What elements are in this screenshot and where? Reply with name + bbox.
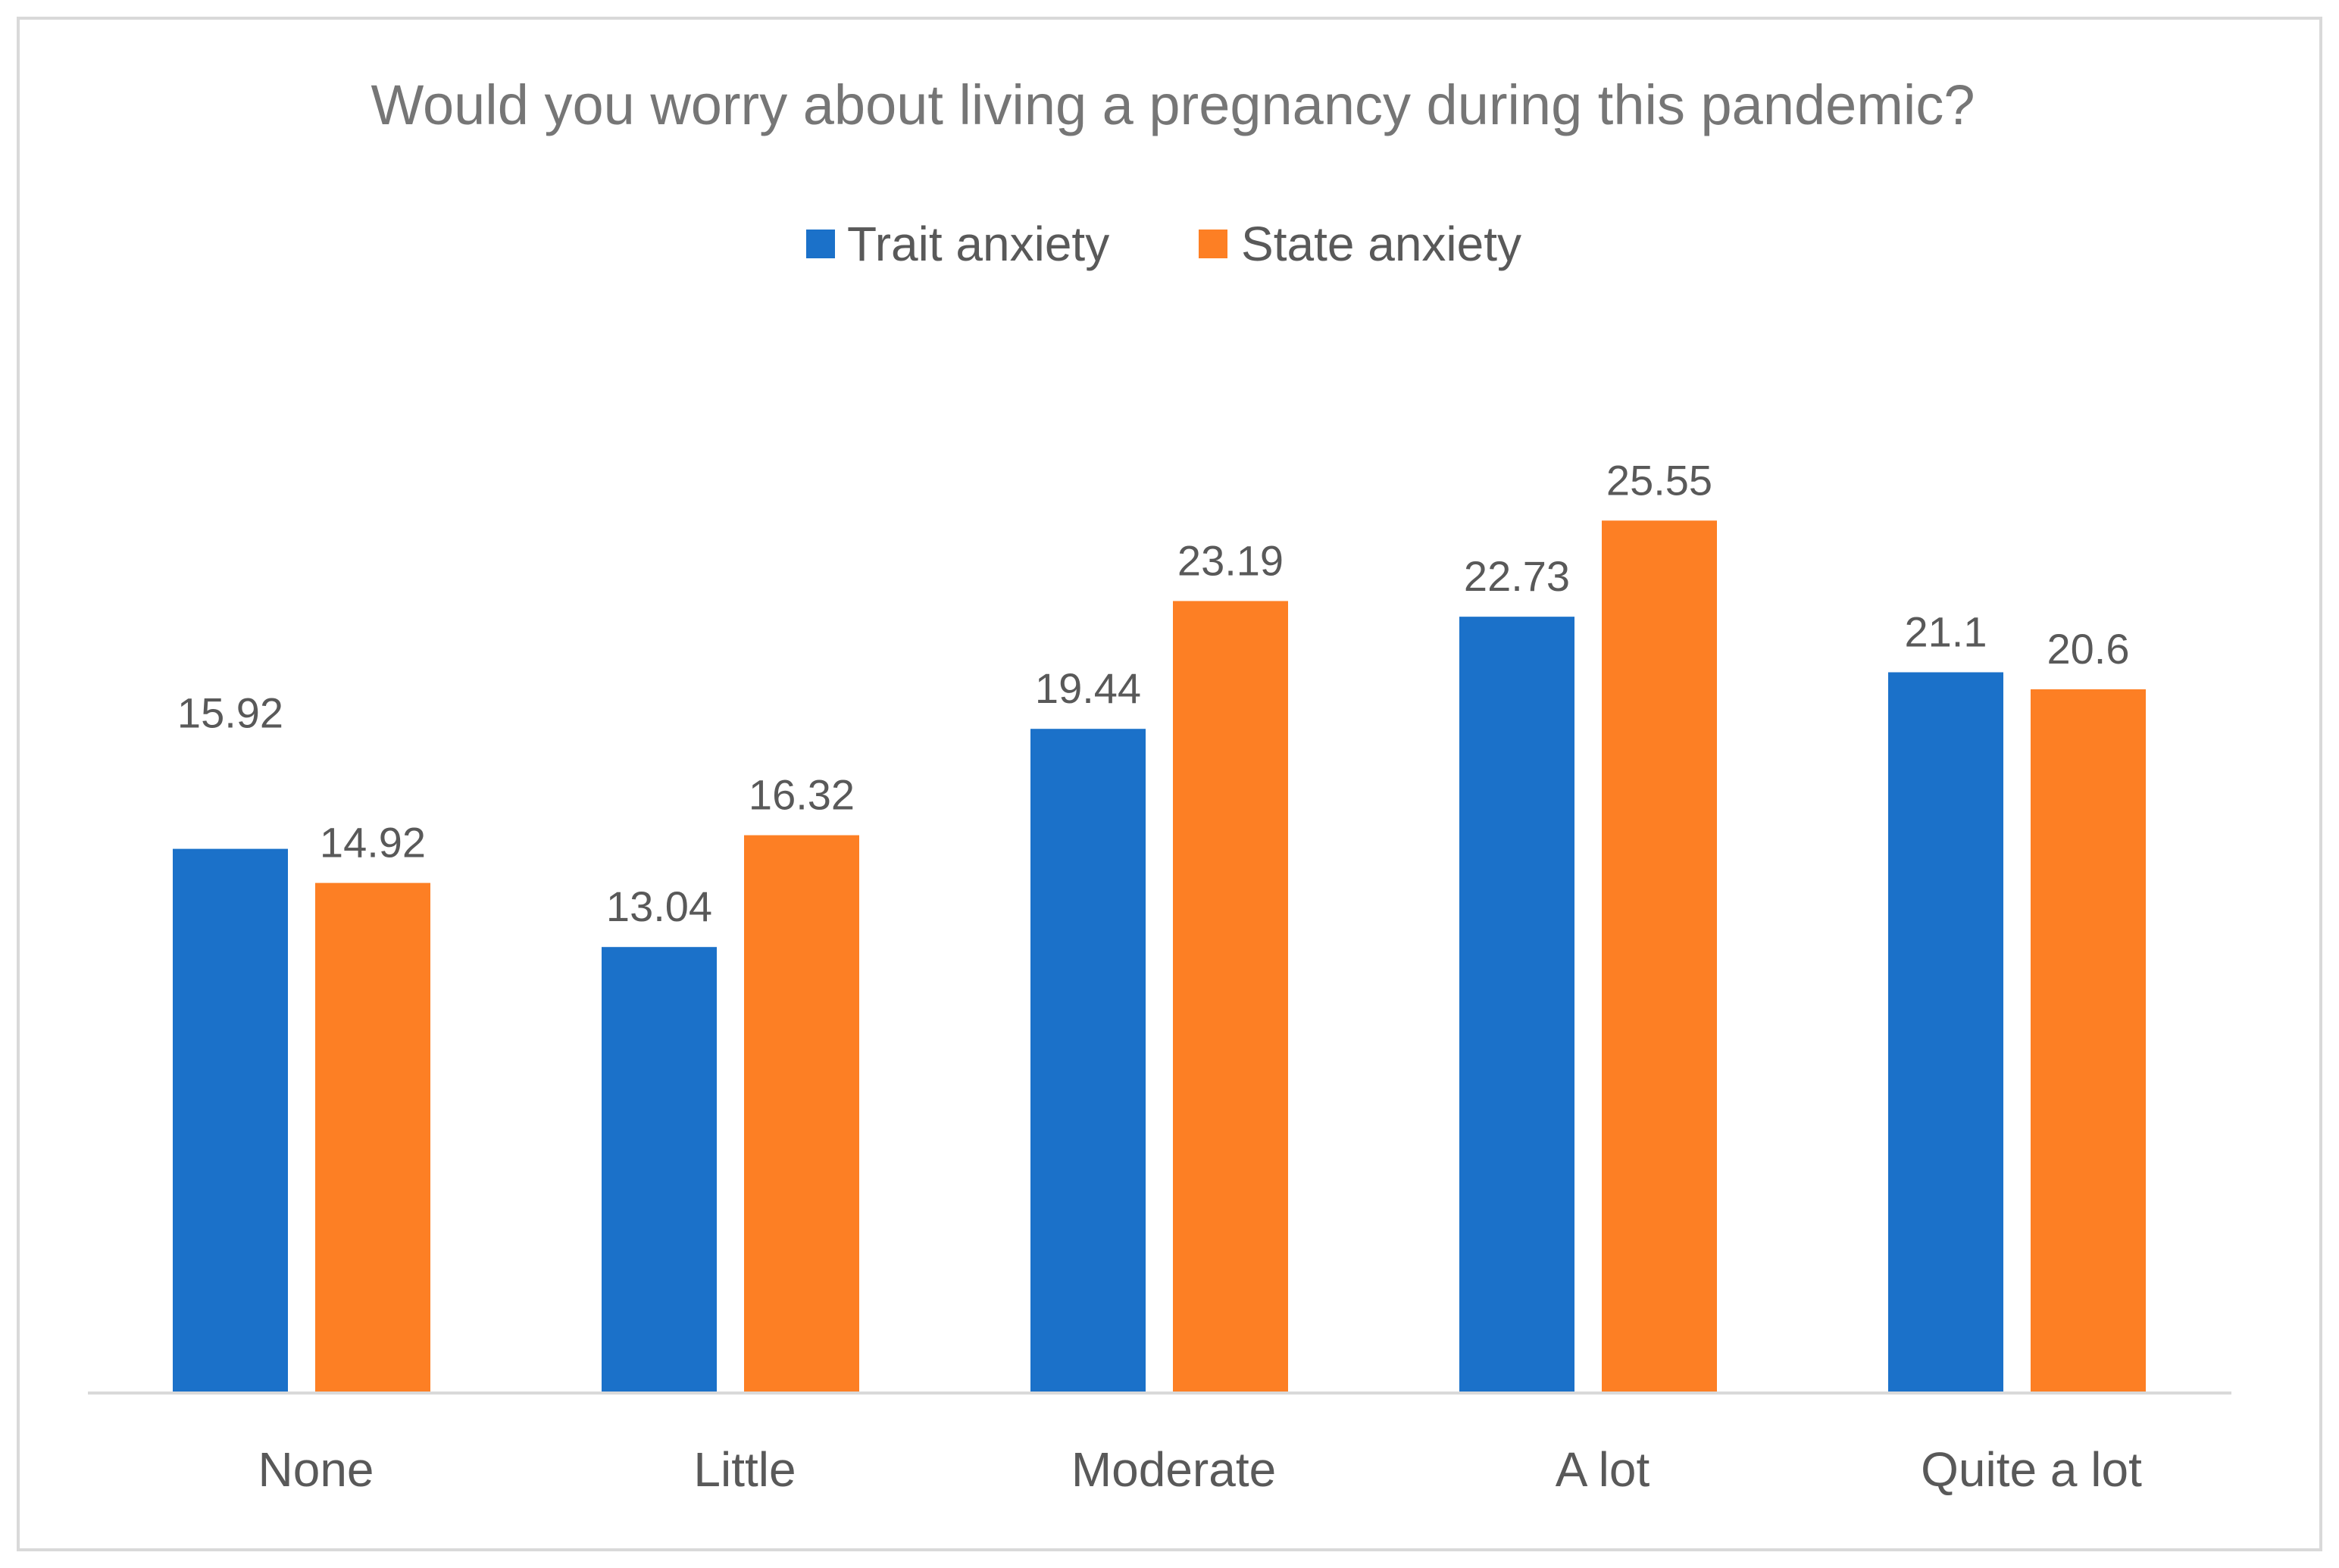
data-label-trait-anxiety-none: 15.92: [177, 689, 283, 737]
bar-trait-anxiety-a-lot: [1459, 617, 1574, 1392]
x-tick-labels: None Little Moderate A lot Quite a lot: [258, 1442, 2143, 1497]
bar-state-anxiety-quite-a-lot: [2031, 689, 2146, 1392]
data-label-state-anxiety-moderate: 23.19: [1177, 536, 1284, 584]
bar-trait-anxiety-little: [602, 947, 717, 1392]
data-label-trait-anxiety-quite-a-lot: 21.1: [1905, 608, 1987, 656]
x-tick-label-none: None: [258, 1442, 374, 1497]
data-label-state-anxiety-a-lot: 25.55: [1606, 456, 1712, 504]
data-label-state-anxiety-little: 16.32: [749, 771, 855, 819]
bar-state-anxiety-little: [744, 835, 859, 1392]
bar-state-anxiety-none: [315, 882, 430, 1392]
bar-trait-anxiety-none: [173, 848, 288, 1392]
data-label-state-anxiety-quite-a-lot: 20.6: [2047, 625, 2130, 673]
bar-trait-anxiety-moderate: [1030, 729, 1146, 1392]
bar-trait-anxiety-quite-a-lot: [1888, 672, 2003, 1392]
legend-label-trait-anxiety: Trait anxiety: [847, 217, 1109, 271]
x-tick-label-moderate: Moderate: [1071, 1442, 1276, 1497]
bar-chart: Would you worry about living a pregnancy…: [88, 73, 2231, 1497]
data-label-trait-anxiety-moderate: 19.44: [1035, 664, 1141, 712]
x-tick-label-quite-a-lot: Quite a lot: [1921, 1442, 2142, 1497]
x-tick-label-little: Little: [693, 1442, 796, 1497]
legend-swatch-trait-anxiety: [806, 230, 835, 258]
bar-state-anxiety-a-lot: [1602, 520, 1717, 1392]
plot-area: 15.92 14.92 13.04 16.32 19.44 23.19 22.73 25.55…: [88, 456, 2231, 1497]
data-label-trait-anxiety-a-lot: 22.73: [1464, 552, 1570, 600]
chart-frame: Would you worry about living a pregnancy…: [17, 17, 2322, 1551]
chart-title: Would you worry about living a pregnancy…: [371, 73, 1975, 136]
bars: [173, 520, 2146, 1392]
legend: Trait anxiety State anxiety: [806, 217, 1521, 271]
data-labels: 15.92 14.92 13.04 16.32 19.44 23.19 22.73 25.55…: [177, 456, 2130, 930]
data-label-state-anxiety-none: 14.92: [320, 819, 426, 867]
legend-label-state-anxiety: State anxiety: [1241, 217, 1521, 271]
legend-swatch-state-anxiety: [1199, 230, 1227, 258]
bar-state-anxiety-moderate: [1173, 601, 1288, 1392]
data-label-trait-anxiety-little: 13.04: [606, 882, 712, 930]
x-tick-label-a-lot: A lot: [1556, 1442, 1650, 1497]
